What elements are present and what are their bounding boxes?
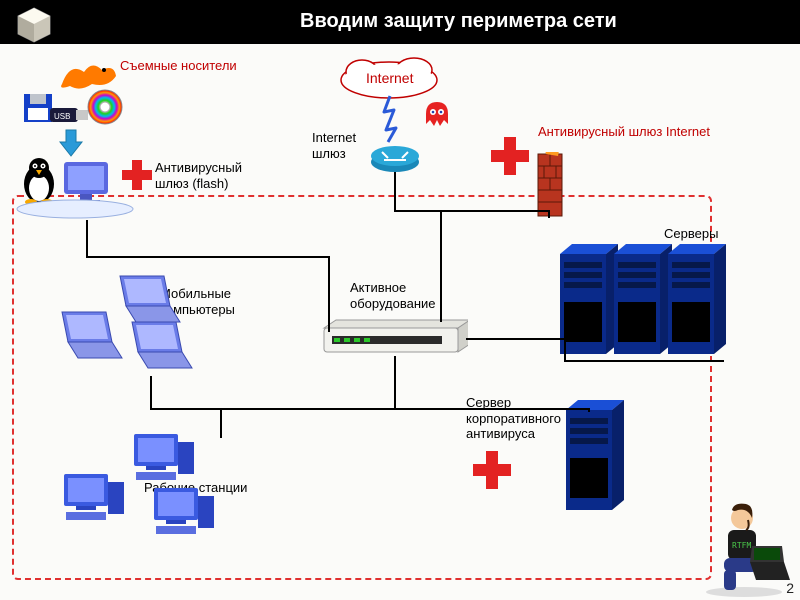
net-line — [394, 172, 396, 210]
av-server-icon — [566, 400, 626, 516]
net-line — [466, 338, 566, 340]
net-line — [220, 408, 222, 438]
svg-text:RTFM: RTFM — [732, 541, 751, 550]
net-line — [564, 360, 724, 362]
net-line — [440, 210, 442, 322]
label-servers: Серверы — [664, 226, 718, 242]
label-av-gateway-internet: Антивирусный шлюз Internet — [538, 124, 710, 140]
net-line — [150, 376, 152, 410]
label-internet-gateway: Internet шлюз — [312, 130, 356, 161]
label-internet: Internet — [366, 70, 413, 87]
servers-icon — [560, 244, 730, 364]
label-corp-av-server: Сервер корпоративного антивируса — [466, 395, 561, 442]
cross-icon — [488, 134, 532, 178]
workstations-icon — [60, 430, 250, 560]
net-line — [394, 356, 396, 410]
net-line — [86, 256, 330, 258]
net-line — [328, 256, 330, 332]
net-line — [564, 338, 566, 360]
svg-text:USB: USB — [54, 112, 70, 121]
net-line — [150, 408, 590, 410]
arrow-down-icon — [58, 128, 84, 158]
shadow-ellipse — [14, 198, 136, 220]
label-active-equipment: Активное оборудование — [350, 280, 436, 311]
page-number: 2 — [786, 580, 794, 596]
router-icon — [368, 138, 422, 174]
label-av-gateway-flash: Антивирусный шлюз (flash) — [155, 160, 242, 191]
cross-icon — [470, 448, 514, 492]
page-title: Вводим защиту периметра сети — [300, 10, 617, 33]
net-line — [588, 408, 590, 410]
lightning-icon — [378, 94, 402, 144]
net-line — [548, 212, 550, 218]
ghost-icon — [422, 100, 452, 130]
net-line — [394, 210, 550, 212]
cube-ornament — [10, 4, 58, 52]
net-line — [86, 220, 88, 256]
laptops-icon — [56, 270, 216, 390]
firewall-icon — [536, 152, 564, 218]
cd-icon — [86, 88, 124, 126]
label-removable-media: Съемные носители — [120, 58, 237, 74]
cross-icon — [120, 158, 154, 192]
